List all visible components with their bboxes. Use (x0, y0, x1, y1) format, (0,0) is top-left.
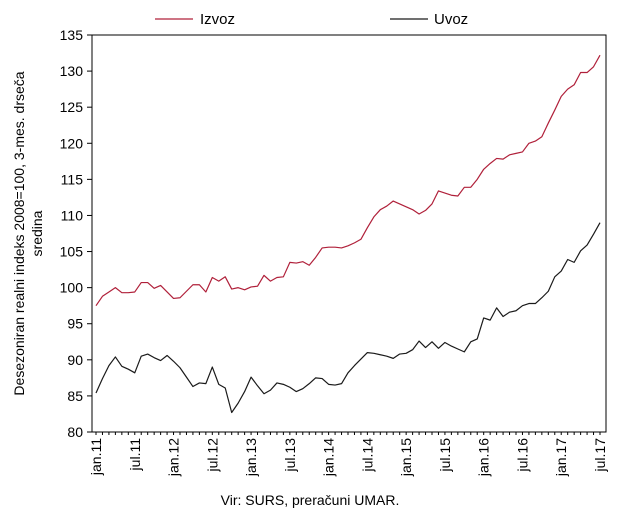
x-tick-label: jul.13 (282, 438, 298, 473)
x-tick-label: jan.17 (553, 438, 569, 477)
y-tick-label: 130 (60, 63, 84, 79)
y-tick-label: 100 (60, 280, 84, 296)
y-axis-title-line-1: Desezoniran realni indeks 2008=100, 3-me… (11, 71, 27, 395)
x-tick-label: jan.15 (398, 438, 414, 477)
y-tick-label: 115 (61, 171, 84, 187)
y-axis: 80 85 90 95 100 105 110 115 120 125 130 135 (60, 27, 92, 440)
y-tick-label: 95 (67, 316, 83, 332)
x-axis: jan.11 jul.11 jan.12 jul.12 jan.13 jul.13 jan.… (88, 432, 608, 477)
x-tick-label: jul.11 (127, 438, 143, 472)
legend: Izvoz Uvoz (155, 11, 468, 28)
x-tick-label: jul.14 (359, 438, 375, 473)
x-tick-label: jan.13 (243, 438, 259, 477)
y-tick-label: 110 (61, 207, 84, 223)
x-tick-label: jan.16 (476, 438, 492, 477)
series-line-izvoz (95, 54, 601, 307)
y-tick-label: 125 (60, 99, 84, 115)
y-axis-title-line-2: sredina (29, 210, 45, 256)
y-tick-label: 85 (67, 388, 83, 404)
x-tick-label: jan.12 (166, 438, 182, 477)
x-tick-label: jul.15 (437, 438, 453, 473)
series-line-uvoz (95, 222, 601, 414)
series-layer (95, 54, 601, 414)
x-tick-label: jan.11 (88, 438, 104, 476)
x-tick-label: jul.17 (592, 438, 608, 473)
source-note: Vir: SURS, preračuni UMAR. (220, 492, 400, 508)
legend-label-izvoz: Izvoz (200, 11, 235, 28)
y-tick-label: 80 (67, 424, 83, 440)
plot-area (91, 34, 607, 433)
legend-label-uvoz: Uvoz (434, 11, 468, 28)
y-tick-label: 120 (60, 135, 84, 151)
x-tick-label: jul.16 (514, 438, 530, 473)
x-tick-label: jul.12 (204, 438, 220, 473)
x-tick-label: jan.14 (321, 438, 337, 477)
y-tick-label: 90 (67, 352, 83, 368)
y-tick-label: 135 (60, 27, 84, 43)
y-tick-label: 105 (60, 244, 84, 260)
